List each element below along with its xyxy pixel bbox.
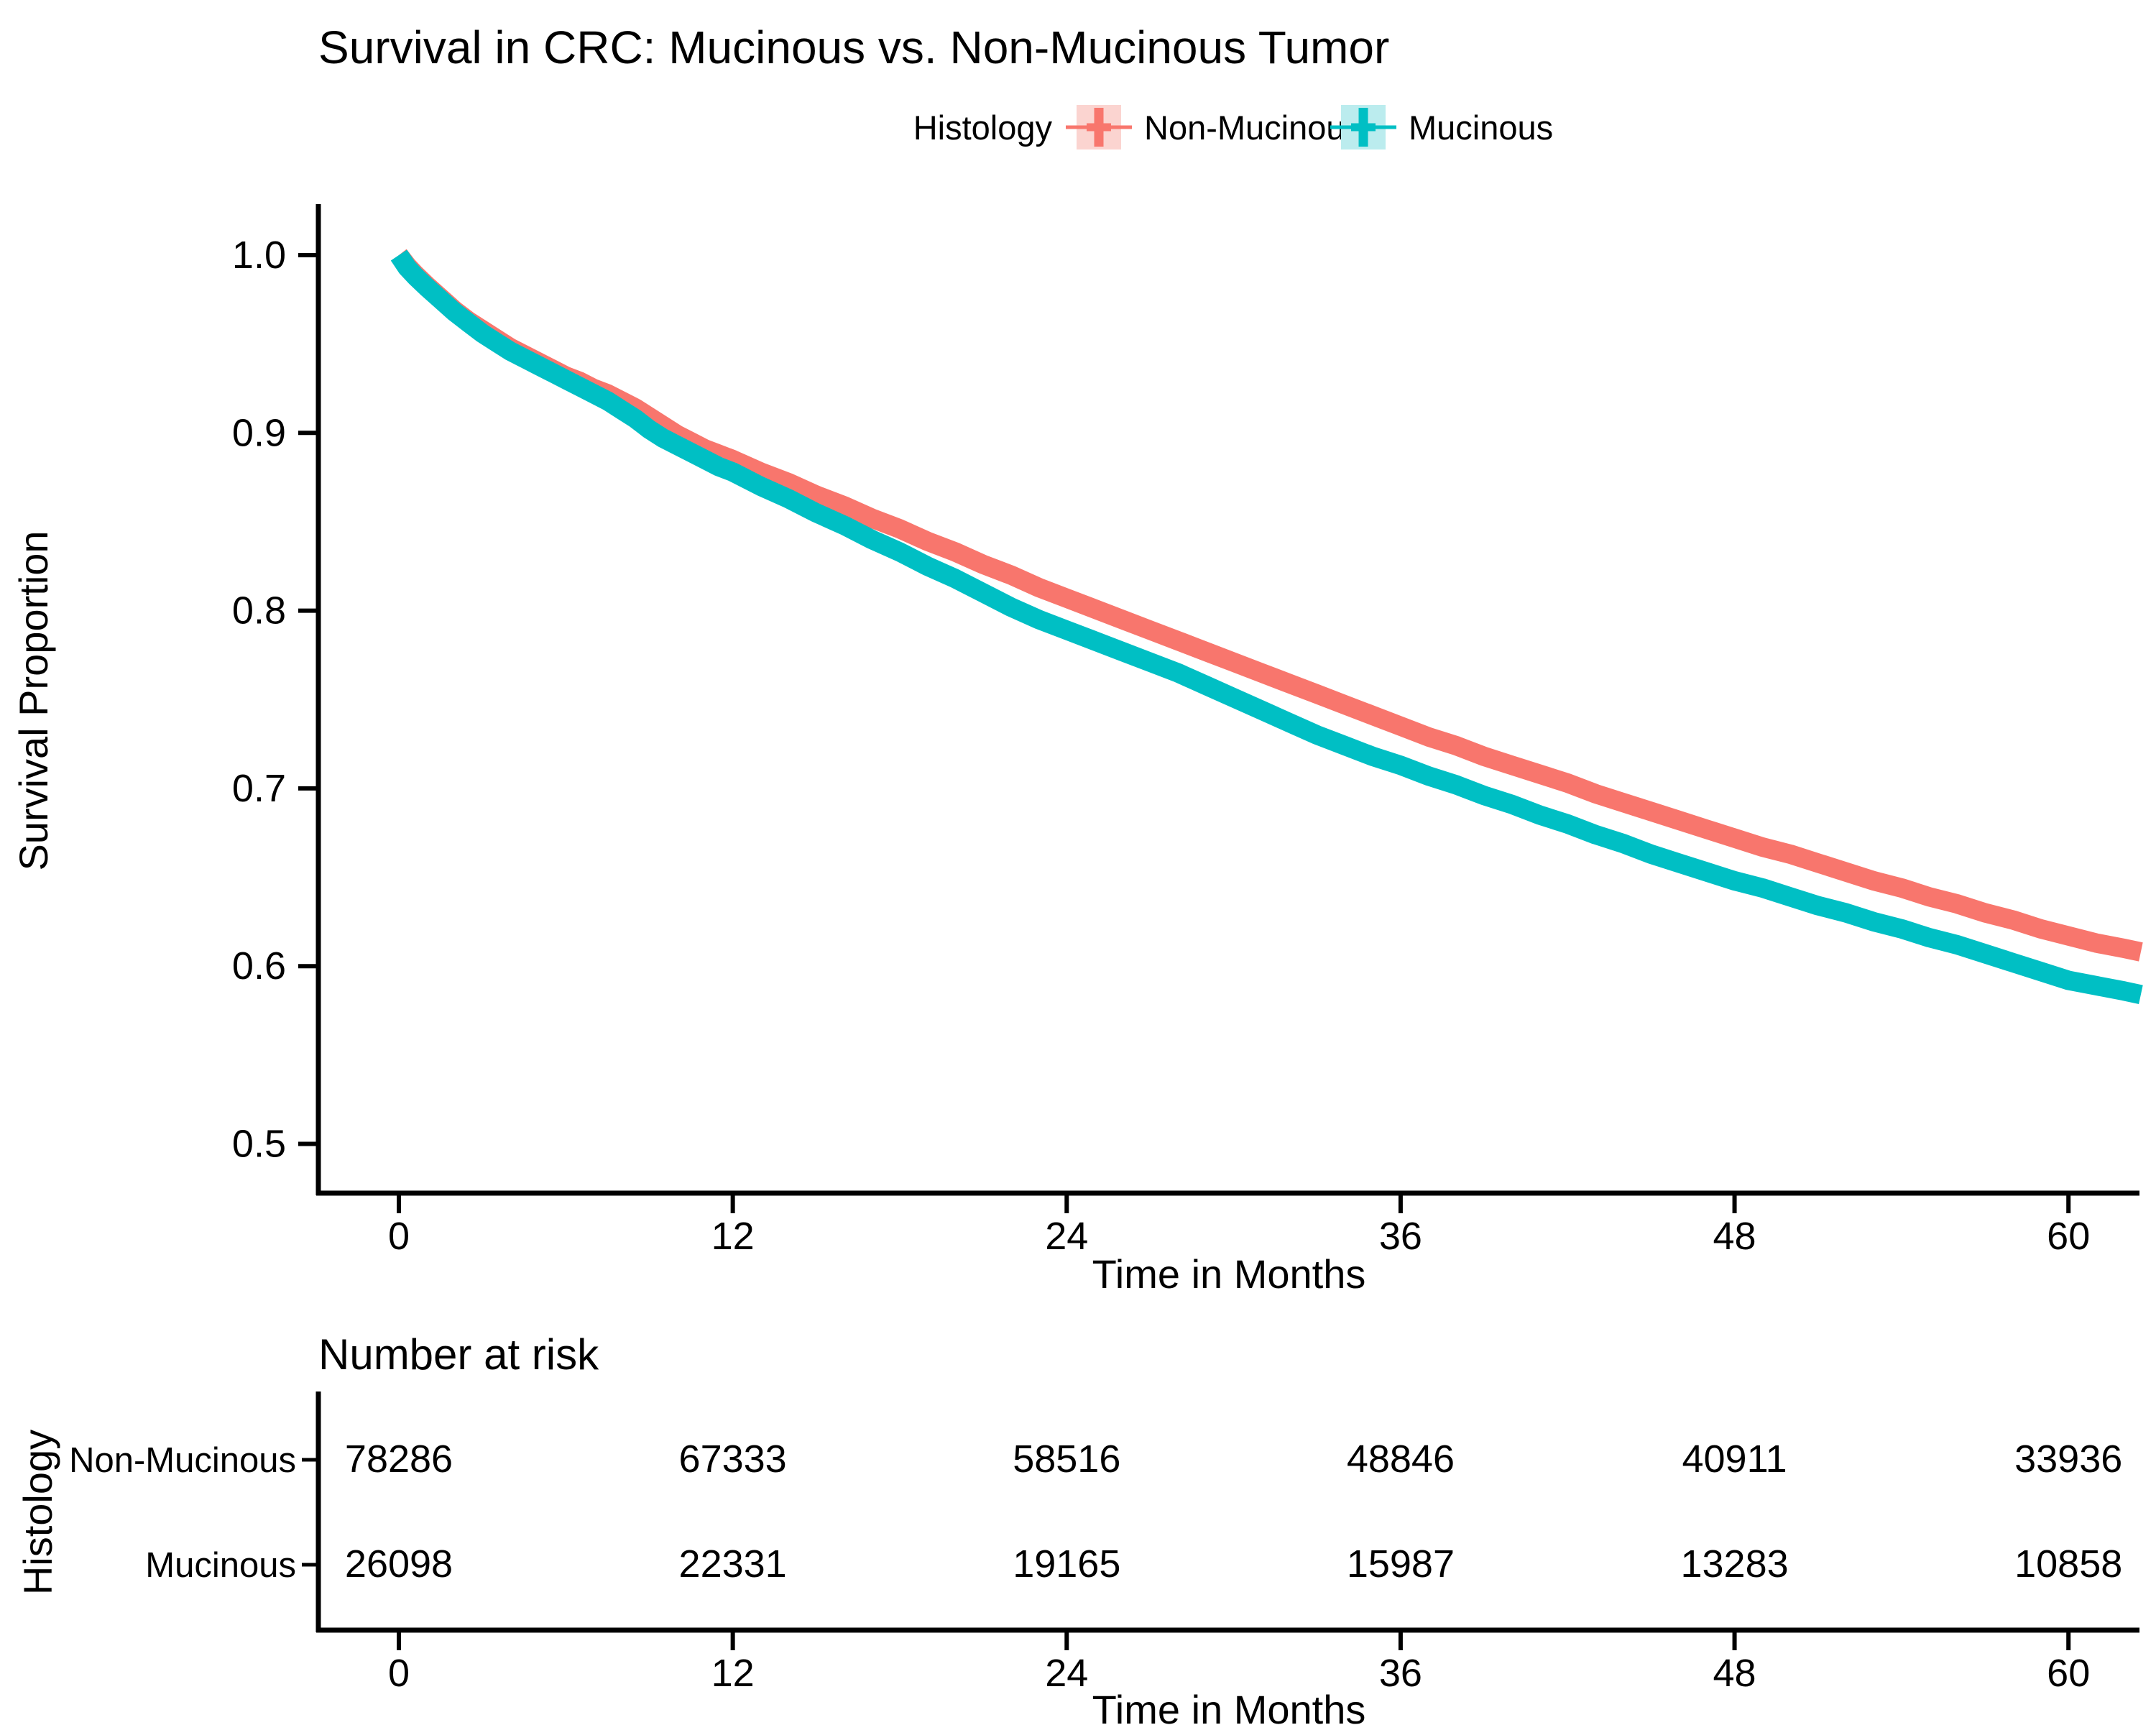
x-tick-label: 12 [711, 1652, 755, 1695]
x-tick-label: 0 [388, 1652, 410, 1695]
risk-count: 58516 [1013, 1438, 1120, 1481]
risk-values: 78286 67333 58516 48846 40911 33936 26098 22331… [345, 1438, 2122, 1586]
x-tick-label: 60 [2047, 1652, 2090, 1695]
x-tick-label: 36 [1379, 1652, 1422, 1695]
row-label: Non-Mucinous [69, 1441, 296, 1480]
row-label: Mucinous [145, 1546, 296, 1585]
x-tick-label: 12 [711, 1215, 755, 1258]
risk-count: 33936 [2014, 1438, 2122, 1481]
risk-table: Number at risk Histology Non-Mucinous Mu… [15, 1330, 2139, 1725]
risk-x-axis-title: Time in Months [1092, 1687, 1366, 1725]
risk-table-axis-label: Histology [15, 1430, 60, 1595]
risk-count: 15987 [1347, 1542, 1455, 1586]
page-title: Survival in CRC: Mucinous vs. Non-Mucino… [318, 22, 1389, 73]
y-tick-label: 0.9 [232, 411, 286, 454]
y-tick-label: 1.0 [232, 234, 286, 277]
x-tick-label: 24 [1045, 1215, 1088, 1258]
legend-item-mucinous: Mucinous [1330, 105, 1553, 150]
risk-table-header: Number at risk [318, 1330, 599, 1379]
risk-count: 13283 [1680, 1542, 1788, 1586]
y-tick-label: 0.8 [232, 589, 286, 632]
survival-curve-mucinous [390, 249, 2143, 1004]
risk-x-axis-ticks: 0 12 24 36 48 60 [388, 1630, 2090, 1695]
y-axis-ticks: 1.0 0.9 0.8 0.7 0.6 0.5 [232, 234, 318, 1166]
x-tick-label: 48 [1713, 1652, 1756, 1695]
x-tick-label: 48 [1713, 1215, 1756, 1258]
x-tick-label: 24 [1045, 1652, 1088, 1695]
risk-row-label-mucinous: Mucinous [145, 1546, 318, 1585]
x-tick-label: 0 [388, 1215, 410, 1258]
survival-curves [390, 249, 2143, 1004]
risk-count: 40911 [1682, 1438, 1787, 1481]
legend-title: Histology [913, 109, 1053, 147]
legend: Histology Non-Mucinous Mucinous [913, 105, 1553, 150]
y-axis-title: Survival Proportion [11, 530, 56, 870]
risk-count: 48846 [1347, 1438, 1455, 1481]
risk-count: 22331 [679, 1542, 787, 1586]
y-tick-label: 0.5 [232, 1123, 286, 1166]
legend-item-non-mucinous: Non-Mucinous [1066, 105, 1362, 150]
legend-label: Mucinous [1409, 109, 1553, 147]
pointrange-icon [1066, 108, 1132, 147]
risk-count: 26098 [345, 1542, 453, 1586]
risk-count: 10858 [2014, 1542, 2122, 1586]
risk-count: 19165 [1013, 1542, 1120, 1586]
x-tick-label: 60 [2047, 1215, 2090, 1258]
x-axis-ticks: 0 12 24 36 48 60 [388, 1193, 2090, 1258]
risk-count: 67333 [679, 1438, 787, 1481]
y-tick-label: 0.7 [232, 767, 286, 810]
pointrange-icon [1330, 108, 1396, 147]
x-axis-title: Time in Months [1092, 1251, 1366, 1297]
survival-panel: 1.0 0.9 0.8 0.7 0.6 0.5 0 12 24 36 48 60 Survival … [11, 204, 2143, 1297]
risk-row-label-non-mucinous: Non-Mucinous [69, 1441, 318, 1480]
legend-label: Non-Mucinous [1144, 109, 1362, 147]
survival-curve-non-mucinous [391, 249, 2143, 962]
risk-count: 78286 [345, 1438, 453, 1481]
x-tick-label: 36 [1379, 1215, 1422, 1258]
y-tick-label: 0.6 [232, 944, 286, 988]
